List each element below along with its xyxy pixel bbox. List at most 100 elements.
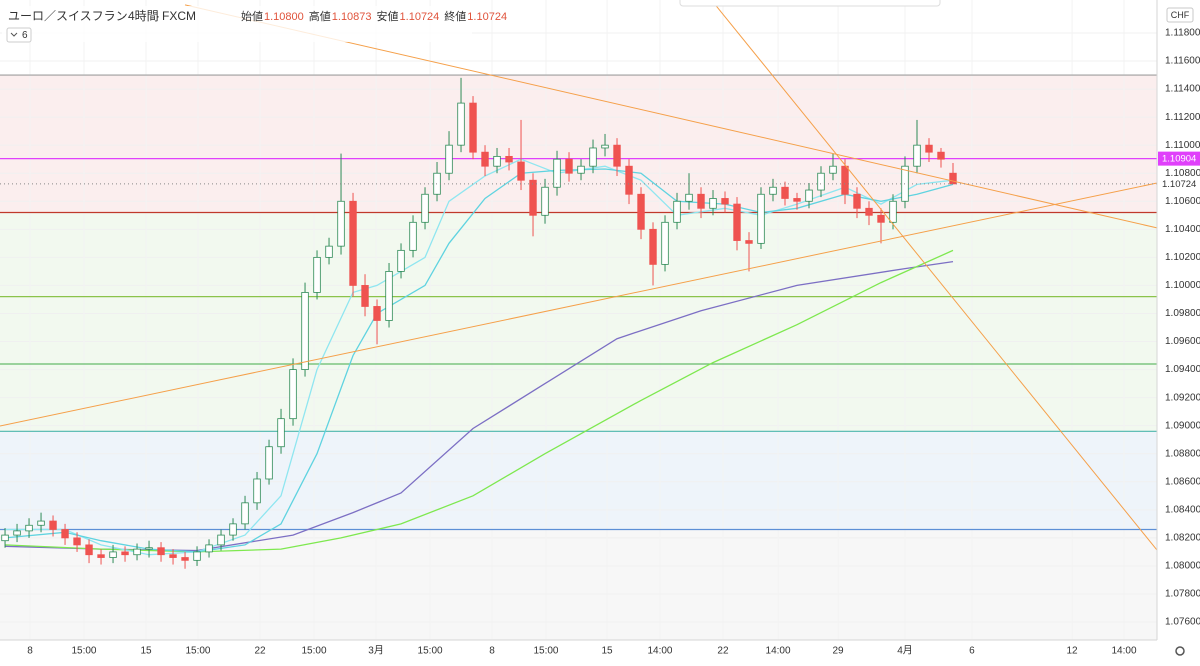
y-tick-label: 1.10400 [1165, 224, 1200, 235]
candle-body [241, 502, 249, 525]
ohlc-value: 1.10800 [264, 11, 304, 23]
indicator-count: 6 [22, 30, 28, 41]
candle-body [109, 551, 117, 558]
x-tick-label: 14:00 [647, 646, 672, 657]
candle-body [817, 172, 825, 191]
candle-body [445, 144, 453, 174]
x-tick-label: 12 [1066, 646, 1078, 657]
x-tick-label: 4月 [897, 645, 913, 657]
x-tick-label: 14:00 [766, 646, 791, 657]
candle-body [937, 151, 945, 160]
candle-body [673, 200, 681, 223]
y-tick-label: 1.09800 [1165, 308, 1200, 319]
candle-body [289, 369, 297, 420]
y-tick-label: 1.09000 [1165, 420, 1200, 431]
y-tick-label: 1.09600 [1165, 336, 1200, 347]
y-tick-label: 1.11400 [1165, 84, 1200, 95]
candle-body [805, 189, 813, 202]
interval[interactable]: 4時間 [128, 9, 159, 23]
x-tick-label: 8 [489, 646, 495, 657]
candle-body [529, 179, 537, 216]
y-tick-label: 1.10800 [1165, 168, 1200, 179]
candle-body [505, 155, 513, 163]
candle-body [133, 548, 141, 556]
last-price-tag [1158, 176, 1200, 191]
header: ユーロ／スイスフラン · 4時間 · FXCM 6 [2, 6, 472, 43]
settings-icon[interactable] [1175, 646, 1185, 656]
candle-body [97, 554, 105, 558]
candle-body [877, 214, 885, 223]
candle-body [541, 186, 549, 216]
candle-body [709, 198, 717, 209]
candle-body [253, 478, 261, 504]
price-axis [1157, 0, 1200, 661]
x-tick-label: 15:00 [302, 646, 327, 657]
candle-body [589, 147, 597, 167]
separator: · [122, 9, 126, 23]
candle-body [265, 446, 273, 480]
candle-body [373, 306, 381, 321]
indicator-toggle[interactable] [6, 27, 32, 43]
x-tick-label: 6 [969, 646, 975, 657]
x-tick-label: 14:00 [1111, 646, 1136, 657]
candle-body [685, 193, 693, 202]
y-tick-label: 1.10600 [1165, 196, 1200, 207]
candle-body [781, 186, 789, 199]
y-tick-label: 1.11800 [1165, 28, 1200, 39]
candle-body [229, 523, 237, 536]
candle-body [757, 193, 765, 244]
ohlc-legend: 始値 1.10800 高値 1.10873 安値 1.10724 終値 1.10724 [241, 9, 507, 23]
candle-body [793, 198, 801, 202]
candle-body [565, 158, 573, 174]
candle-body [193, 551, 201, 561]
candle-body [925, 144, 933, 153]
candle-body [889, 200, 897, 223]
candle-body [13, 530, 21, 536]
candle-body [157, 547, 165, 556]
level-price-label: 1.10904 [1162, 154, 1196, 165]
symbol[interactable]: ユーロ／スイスフラン [8, 9, 128, 23]
candle-body [337, 200, 345, 247]
candle-body [769, 186, 777, 195]
y-tick-label: 1.11600 [1165, 56, 1200, 67]
x-tick-label: 22 [254, 646, 266, 657]
trend-line [184, 4, 1158, 229]
x-tick-label: 3月 [368, 645, 384, 657]
candle-body [1, 534, 9, 542]
candle-body [385, 271, 393, 321]
x-tick-label: 15:00 [418, 646, 443, 657]
candle-body [829, 165, 837, 174]
candle-body [841, 165, 849, 195]
x-tick-label: 15:00 [533, 646, 558, 657]
candle-body [637, 193, 645, 230]
level-price-tag [1158, 151, 1200, 166]
zone [0, 75, 1157, 213]
candle-body [349, 200, 357, 286]
candle-body [865, 207, 873, 216]
candle-body [481, 151, 489, 167]
x-tick-label: 29 [832, 646, 844, 657]
popup-edge [679, 0, 941, 7]
ohlc-name: 安値 [377, 9, 399, 23]
candle-body [37, 520, 45, 526]
candle-body [517, 161, 525, 181]
y-tick-label: 1.08800 [1165, 448, 1200, 459]
candle-body [853, 193, 861, 209]
candle-body [697, 193, 705, 209]
candle-body [949, 172, 957, 185]
y-tick-label: 1.07600 [1165, 617, 1200, 628]
candle-body [469, 102, 477, 153]
candle-body [577, 165, 585, 174]
candle-body [601, 144, 609, 149]
currency-box[interactable] [1166, 7, 1194, 23]
y-tick-label: 1.10000 [1165, 280, 1200, 291]
y-tick-label: 1.08600 [1165, 476, 1200, 487]
candle-body [745, 240, 753, 244]
candle-body [649, 228, 657, 265]
header-bg [2, 6, 472, 42]
x-tick-label: 15 [140, 646, 152, 657]
candle-body [61, 529, 69, 539]
candle-body [313, 256, 321, 293]
candle-body [325, 245, 333, 258]
